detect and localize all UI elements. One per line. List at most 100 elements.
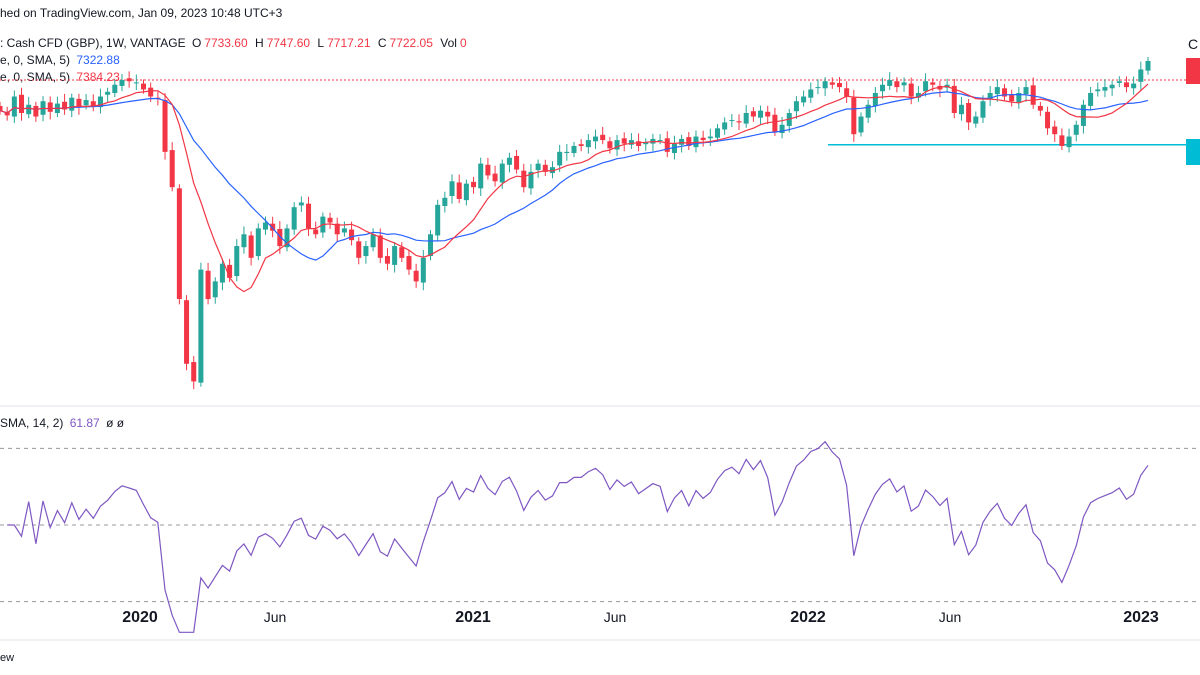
candle [1131, 83, 1137, 89]
candle [456, 182, 462, 199]
candle [707, 136, 713, 139]
candle [671, 143, 677, 154]
candle [1138, 69, 1144, 82]
candle [980, 101, 986, 118]
candle [664, 138, 670, 152]
candle [829, 82, 835, 85]
candle [1073, 124, 1079, 135]
candle [119, 80, 125, 86]
candle [140, 83, 147, 90]
candle [506, 157, 512, 165]
candle [542, 164, 548, 172]
candle [83, 100, 89, 106]
candle [291, 207, 297, 230]
candle [894, 81, 900, 88]
candle [758, 110, 764, 118]
candle [600, 134, 606, 141]
candle [356, 241, 362, 258]
candle [47, 102, 53, 112]
candle [0, 105, 3, 111]
candle [958, 104, 964, 115]
candle [1088, 92, 1094, 106]
price-pane [0, 56, 1186, 390]
candle [126, 78, 132, 82]
low-value: 7717.21 [327, 36, 371, 50]
candle [377, 235, 383, 258]
candle [865, 104, 871, 118]
candle [686, 137, 692, 146]
candle [435, 204, 441, 236]
candle [858, 116, 864, 133]
candle [19, 94, 25, 113]
candle [657, 140, 663, 142]
candle [248, 235, 254, 258]
candle [478, 163, 484, 189]
candle [822, 81, 828, 89]
candle [1023, 87, 1029, 95]
candle [277, 228, 283, 247]
candle [169, 150, 175, 188]
support-price-tag[interactable] [1186, 139, 1200, 165]
candle [793, 101, 799, 112]
candle [1045, 111, 1051, 129]
ma-slow-line[interactable] [0, 91, 1149, 261]
open-value: 7733.60 [204, 36, 248, 50]
candle [722, 122, 728, 130]
candle [105, 91, 111, 95]
candle [1116, 81, 1122, 83]
candle [392, 246, 398, 265]
candle [643, 142, 649, 145]
candle [420, 257, 426, 283]
candle [198, 269, 204, 383]
candle [162, 100, 168, 152]
candle [521, 170, 527, 188]
candle [241, 234, 247, 248]
candle [219, 263, 225, 283]
candle [901, 82, 907, 86]
ma-fast-line[interactable] [0, 83, 1149, 293]
candle [593, 136, 599, 142]
candle [212, 281, 218, 298]
published-text: hed on TradingView.com, Jan 09, 2023 10:… [0, 6, 283, 20]
candle [966, 102, 972, 123]
x-tick-label: Jun [604, 609, 627, 625]
candle [227, 264, 233, 278]
symbol-text[interactable]: : Cash CFD (GBP), 1W, VANTAGE [0, 36, 186, 50]
rsi-legend[interactable]: SMA, 14, 2) 61.87 ø ø [0, 416, 127, 430]
rsi-label: SMA, 14, 2) [0, 416, 64, 430]
candle [370, 234, 376, 248]
candle [234, 246, 240, 277]
candle [313, 229, 319, 235]
candle [1080, 104, 1086, 126]
top-right-letter: C [1188, 36, 1199, 52]
candle [915, 92, 921, 98]
candle [815, 87, 821, 89]
candle [69, 97, 75, 111]
rsi-line[interactable] [7, 440, 1149, 633]
candle [628, 140, 634, 145]
candle [1145, 60, 1151, 71]
candle [1030, 85, 1036, 105]
open-label: O [191, 36, 202, 50]
candle [923, 81, 929, 92]
candle [880, 84, 886, 92]
candle [1059, 135, 1065, 146]
candle [148, 87, 154, 97]
candle [801, 96, 807, 103]
symbol-line: : Cash CFD (GBP), 1W, VANTAGE O 7733.60 H… [0, 36, 470, 50]
resistance-price-tag [1186, 58, 1200, 84]
candle [1095, 89, 1101, 92]
high-value: 7747.60 [266, 36, 311, 50]
ma-slow-legend[interactable]: e, 0, SMA, 5) 7322.88 [0, 53, 123, 67]
candle [112, 84, 118, 93]
candle [994, 87, 1000, 95]
candle [327, 217, 333, 223]
candle [1066, 136, 1072, 148]
candle [549, 167, 555, 174]
candle [255, 228, 261, 257]
candle [1016, 92, 1022, 103]
rsi-pane [0, 440, 1200, 633]
volume-label: Vol [440, 36, 457, 50]
candle [557, 151, 563, 166]
